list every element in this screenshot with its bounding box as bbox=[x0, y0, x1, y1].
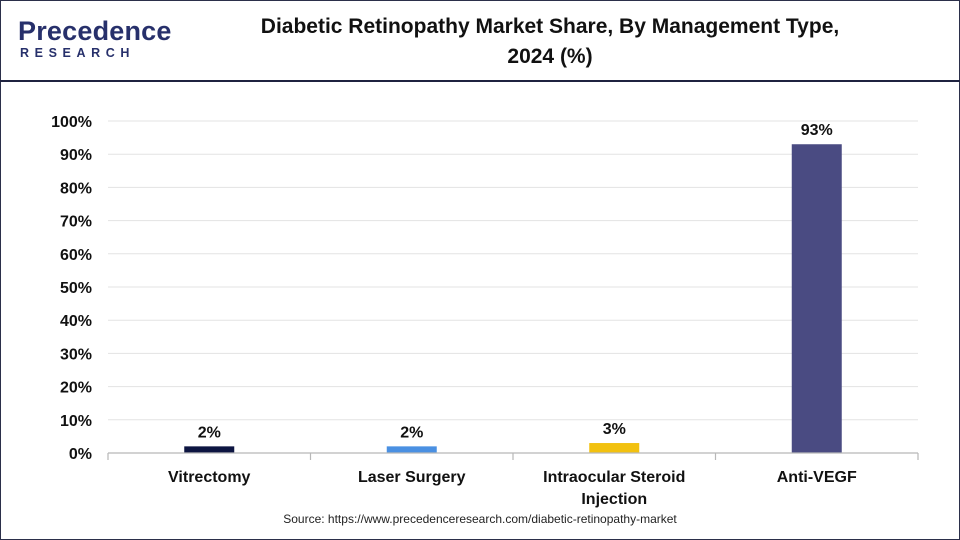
bar bbox=[184, 446, 235, 453]
value-label: 2% bbox=[198, 424, 221, 441]
y-tick-label: 50% bbox=[60, 280, 92, 297]
value-label: 93% bbox=[801, 122, 833, 139]
chart-title-line-1: Diabetic Retinopathy Market Share, By Ma… bbox=[260, 15, 840, 38]
bar bbox=[791, 144, 842, 454]
bar bbox=[589, 443, 640, 453]
value-labels: 2% 2% 3% 93% bbox=[198, 122, 833, 441]
logo: Precedence RESEARCH bbox=[18, 16, 171, 66]
logo-wordmark: Precedence bbox=[18, 16, 172, 46]
logo-subtitle: RESEARCH bbox=[20, 46, 135, 60]
y-tick-label: 70% bbox=[60, 214, 92, 231]
x-tick-label: Injection bbox=[581, 491, 647, 508]
y-tick-label: 30% bbox=[60, 346, 92, 363]
chart-title-line-2: 2024 (%) bbox=[507, 45, 593, 68]
y-tick-label: 60% bbox=[60, 247, 92, 264]
value-label: 3% bbox=[603, 421, 626, 438]
x-tick-label: Laser Surgery bbox=[358, 469, 466, 486]
y-tick-label: 20% bbox=[60, 380, 92, 397]
x-tick-label: Vitrectomy bbox=[168, 469, 251, 486]
y-tick-label: 100% bbox=[51, 114, 92, 131]
y-axis-tick-labels: 0% 10% 20% 30% 40% 50% 60% 70% 80% 90% 100% bbox=[51, 114, 92, 463]
y-tick-label: 40% bbox=[60, 313, 92, 330]
bars bbox=[184, 144, 842, 454]
x-axis-tick-labels: Vitrectomy Laser Surgery Intraocular Stero… bbox=[168, 469, 857, 508]
x-axis bbox=[107, 452, 919, 460]
value-label: 2% bbox=[400, 424, 423, 441]
header: Precedence RESEARCH Diabetic Retinopathy… bbox=[0, 0, 960, 82]
chart-title: Diabetic Retinopathy Market Share, By Ma… bbox=[180, 12, 920, 72]
x-tick-label: Anti-VEGF bbox=[777, 469, 857, 486]
y-tick-label: 0% bbox=[69, 446, 92, 463]
y-tick-label: 90% bbox=[60, 147, 92, 164]
y-tick-label: 80% bbox=[60, 180, 92, 197]
gridlines bbox=[108, 120, 918, 421]
y-tick-label: 10% bbox=[60, 413, 92, 430]
x-tick-label: Intraocular Steroid bbox=[543, 469, 685, 486]
source-note: Source: https://www.precedenceresearch.c… bbox=[283, 512, 677, 526]
bar bbox=[386, 446, 437, 453]
